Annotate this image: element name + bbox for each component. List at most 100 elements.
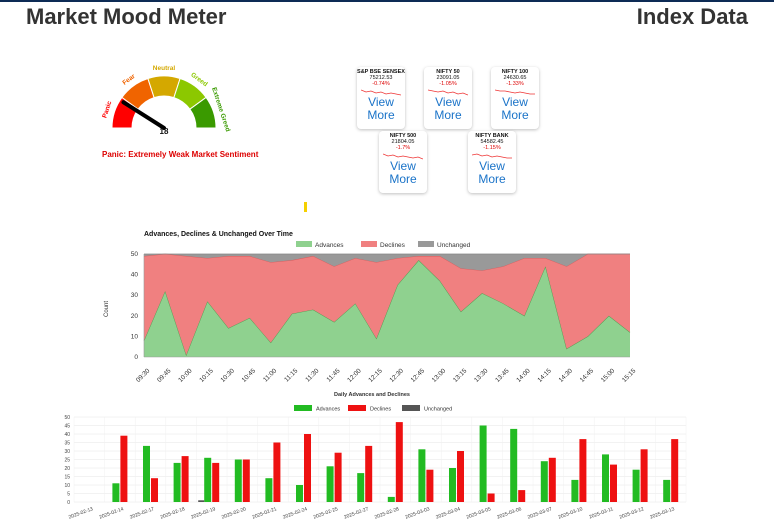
x-tick-label: 13:00 — [431, 367, 448, 384]
index-name: NIFTY 50 — [436, 69, 460, 75]
view-more-link[interactable]: View More — [434, 95, 462, 122]
gauge-needle — [121, 100, 166, 130]
x-tick-label: 12:00 — [346, 367, 363, 384]
index-card-niftybank[interactable]: NIFTY BANK 54582.45 -1.15% View More — [468, 131, 516, 193]
x-tick-label: 09:45 — [156, 367, 173, 384]
sparkline-icon — [383, 153, 423, 160]
index-name: NIFTY 500 — [389, 133, 417, 139]
gauge-label: Panic — [101, 100, 113, 119]
x-tick-label: 2025-02-24 — [282, 506, 308, 520]
legend-label: Unchanged — [424, 407, 452, 413]
legend-label: Unchanged — [437, 242, 471, 249]
bar-advances — [296, 485, 303, 502]
index-card-nifty50[interactable]: NIFTY 50 23091.05 -1.05% View More — [424, 67, 472, 129]
x-tick-label: 14:45 — [579, 367, 596, 384]
index-value: 75212.53 — [369, 75, 393, 81]
x-tick-label: 10:45 — [241, 367, 258, 384]
chart-title: Daily Advances and Declines — [334, 392, 410, 398]
legend-label: Advances — [315, 242, 344, 249]
y-tick-label: 30 — [64, 449, 70, 455]
x-tick-label: 14:30 — [558, 367, 575, 384]
sparkline-icon — [361, 89, 401, 96]
x-tick-label: 14:00 — [515, 367, 532, 384]
sparkline-icon — [472, 153, 512, 159]
x-tick-label: 10:00 — [177, 367, 194, 384]
bar-advances — [663, 479, 671, 502]
x-tick-label: 11:00 — [262, 367, 278, 383]
x-tick-label: 2025-02-20 — [221, 506, 247, 520]
x-tick-label: 11:30 — [304, 367, 320, 383]
gauge-label: Neutral — [153, 65, 176, 72]
view-more-link[interactable]: View More — [389, 159, 417, 186]
bar-advances — [204, 457, 212, 502]
x-tick-label: 12:45 — [410, 367, 427, 384]
legend-label: Declines — [380, 242, 406, 249]
y-tick-label: 10 — [64, 483, 70, 489]
x-tick-label: 2025-02-19 — [190, 506, 216, 520]
bar-declines — [365, 445, 373, 502]
sparkline-icon — [428, 89, 468, 96]
bar-declines — [671, 439, 679, 502]
index-value: 24630.65 — [503, 75, 527, 81]
bar-advances — [112, 483, 120, 502]
legend-label: Advances — [316, 407, 340, 413]
bar-declines — [579, 439, 587, 502]
bar-declines — [640, 449, 648, 502]
bar-declines — [212, 462, 220, 502]
x-tick-label: 11:15 — [283, 367, 299, 383]
page-title-mood: Market Mood Meter — [26, 4, 227, 29]
index-change: -1.05% — [439, 81, 457, 87]
bar-unchanged — [198, 500, 205, 502]
index-change: -1.7% — [395, 145, 411, 151]
x-tick-label: 2025-03-06 — [496, 506, 522, 520]
legend-swatch — [402, 405, 420, 411]
index-card-nifty100[interactable]: NIFTY 100 24630.65 -1.33% View More — [491, 67, 539, 129]
bar-advances — [234, 459, 242, 502]
bar-advances — [265, 478, 273, 502]
y-tick-label: 20 — [64, 466, 70, 472]
bar-advances — [479, 425, 487, 502]
bar-advances — [571, 479, 579, 502]
bar-advances — [602, 454, 609, 502]
index-value: 21804.05 — [391, 139, 415, 145]
bar-declines — [304, 434, 311, 502]
bar-declines — [457, 451, 464, 502]
y-tick-label: 5 — [67, 491, 70, 497]
y-tick-label: 40 — [64, 432, 70, 438]
loading-indicator — [304, 202, 307, 212]
index-name: NIFTY 100 — [501, 69, 529, 75]
legend-swatch — [348, 405, 366, 411]
y-tick-label: 15 — [64, 474, 70, 480]
y-tick-label: 10 — [131, 333, 139, 340]
y-tick-label: 50 — [131, 251, 139, 258]
x-tick-label: 15:00 — [600, 367, 617, 384]
sentiment-text: Panic: Extremely Weak Market Sentiment — [102, 150, 259, 159]
bar-chart: Daily Advances and Declines Advances Decl… — [64, 392, 687, 521]
index-card-nifty500[interactable]: NIFTY 500 21804.05 -1.7% View More — [379, 131, 427, 193]
index-change: -1.15% — [483, 145, 501, 151]
page-title-index: Index Data — [636, 4, 748, 29]
x-tick-label: 15:15 — [621, 367, 638, 384]
x-tick-label: 12:30 — [389, 367, 406, 384]
x-tick-label: 2025-03-07 — [527, 506, 553, 520]
view-more-link[interactable]: View More — [367, 95, 395, 122]
index-card-sensex[interactable]: S&P BSE SENSEX 75212.53 -0.74% View More — [357, 67, 405, 129]
view-more-link[interactable]: View More — [501, 95, 529, 122]
bar-declines — [242, 459, 250, 502]
x-tick-label: 12:15 — [367, 367, 384, 384]
x-tick-label: 2025-03-10 — [557, 506, 583, 520]
x-tick-label: 2025-03-05 — [466, 506, 492, 520]
index-name: NIFTY BANK — [475, 133, 509, 139]
view-more-link[interactable]: View More — [478, 159, 506, 186]
y-tick-label: 20 — [131, 313, 139, 320]
y-tick-label: 35 — [64, 440, 70, 446]
x-tick-label: 2025-02-17 — [129, 506, 155, 520]
x-tick-label: 13:45 — [494, 367, 511, 384]
x-tick-label: 2025-02-28 — [374, 506, 400, 520]
area-series-declines — [144, 254, 630, 355]
bar-declines — [518, 490, 526, 502]
x-tick-label: 2025-03-04 — [435, 506, 461, 520]
bar-advances — [632, 469, 640, 502]
bar-declines — [548, 457, 556, 502]
